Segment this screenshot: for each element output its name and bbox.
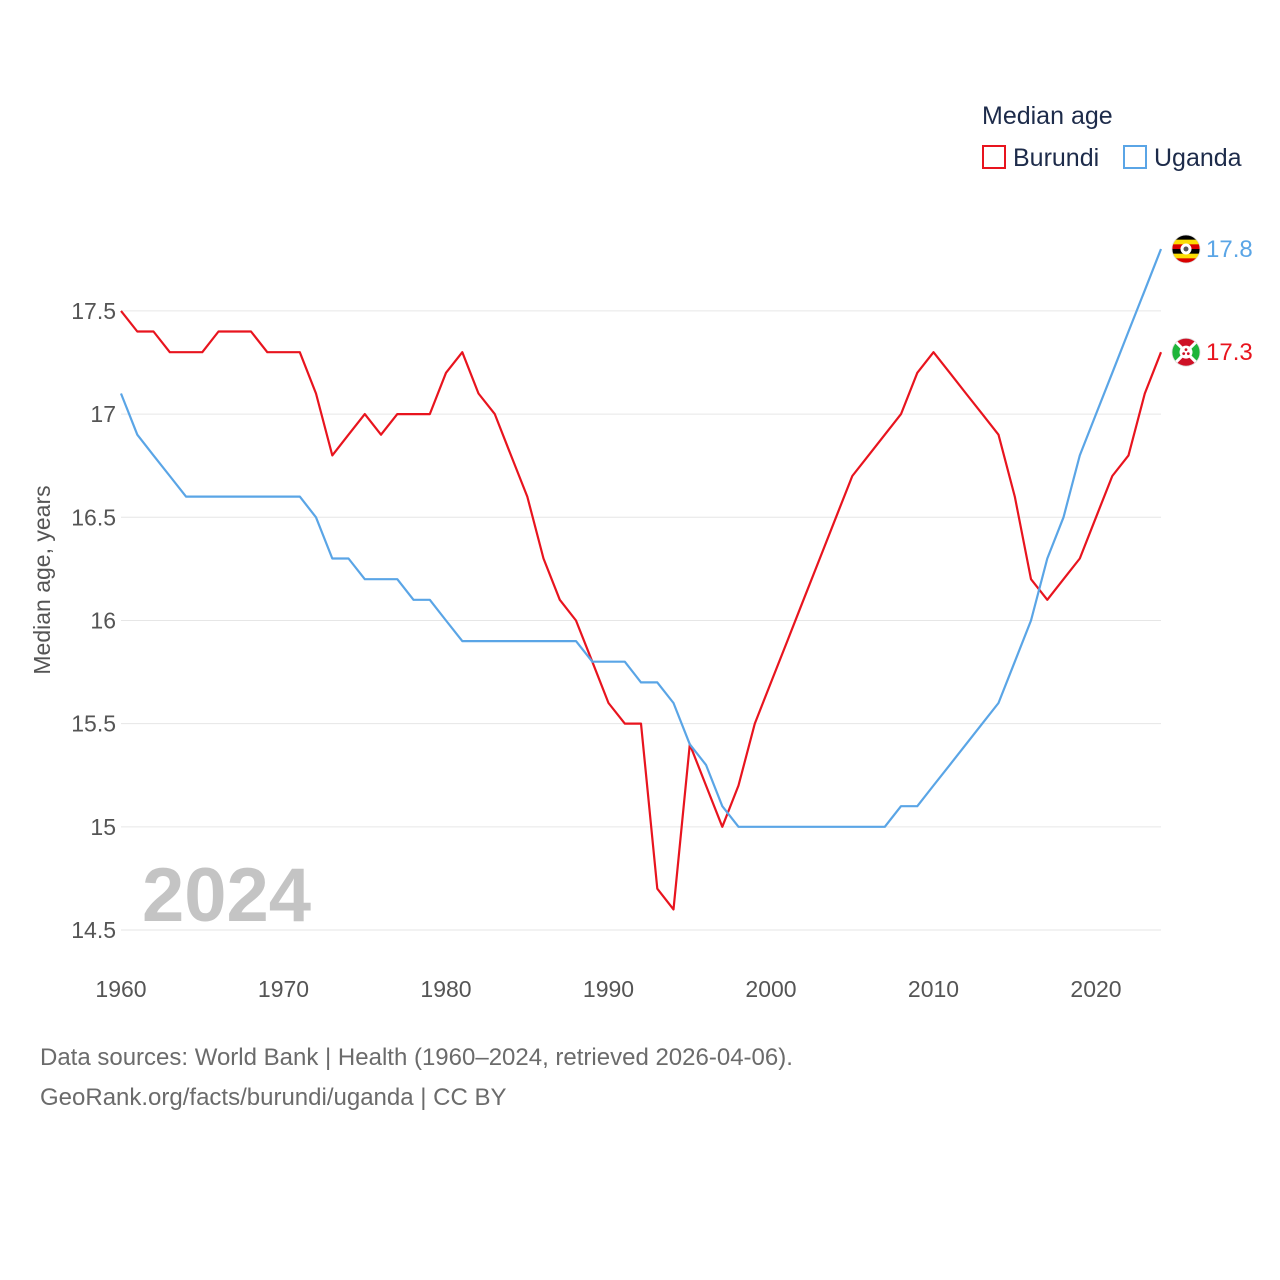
y-axis-title: Median age, years — [29, 485, 55, 674]
y-tick-label: 15 — [90, 814, 116, 840]
x-tick-label: 2020 — [1070, 976, 1121, 1002]
median-age-chart: 14.5 15 15.5 16 16.5 17 17.5 1960 1970 1980 1990 2… — [29, 102, 1253, 1002]
year-watermark: 2024 — [142, 853, 311, 938]
gridlines — [121, 310, 1161, 931]
y-axis-ticks: 14.5 15 15.5 16 16.5 17 17.5 — [71, 298, 116, 943]
series-line-burundi[interactable] — [120, 310, 1163, 911]
x-tick-label: 1970 — [258, 976, 309, 1002]
x-tick-label: 1960 — [95, 976, 146, 1002]
y-tick-label: 16.5 — [71, 504, 116, 530]
attribution-link[interactable]: GeoRank.org/facts/burundi/uganda | CC BY — [40, 1084, 507, 1111]
series-line-uganda[interactable] — [119, 248, 1163, 828]
burundi-flag-icon — [1171, 337, 1201, 367]
y-tick-label: 15.5 — [71, 711, 116, 737]
legend-title: Median age — [982, 102, 1113, 130]
legend-label-uganda: Uganda — [1154, 144, 1242, 172]
x-tick-label: 1980 — [420, 976, 471, 1002]
y-tick-label: 17.5 — [71, 298, 116, 324]
end-label-burundi: 17.3 — [1206, 339, 1253, 366]
legend-swatch-burundi — [982, 145, 1006, 169]
y-tick-label: 16 — [90, 607, 116, 633]
x-tick-label: 2010 — [908, 976, 959, 1002]
legend-item-burundi[interactable]: Burundi — [982, 144, 1099, 172]
y-tick-label: 17 — [90, 401, 116, 427]
legend-item-uganda[interactable]: Uganda — [1123, 144, 1242, 172]
end-label-uganda: 17.8 — [1206, 236, 1253, 263]
x-tick-label: 1990 — [583, 976, 634, 1002]
x-axis-ticks: 1960 1970 1980 1990 2000 2010 2020 — [95, 976, 1121, 1002]
legend-label-burundi: Burundi — [1013, 144, 1099, 172]
x-tick-label: 2000 — [745, 976, 796, 1002]
legend: Median age Burundi Uganda — [982, 102, 1242, 172]
y-tick-label: 14.5 — [71, 917, 116, 943]
uganda-flag-icon — [1171, 234, 1201, 264]
series-lines — [119, 248, 1163, 911]
end-labels: 17.3 17.8 — [1171, 234, 1253, 367]
legend-swatch-uganda — [1123, 145, 1147, 169]
source-line: Data sources: World Bank | Health (1960–… — [40, 1044, 793, 1071]
